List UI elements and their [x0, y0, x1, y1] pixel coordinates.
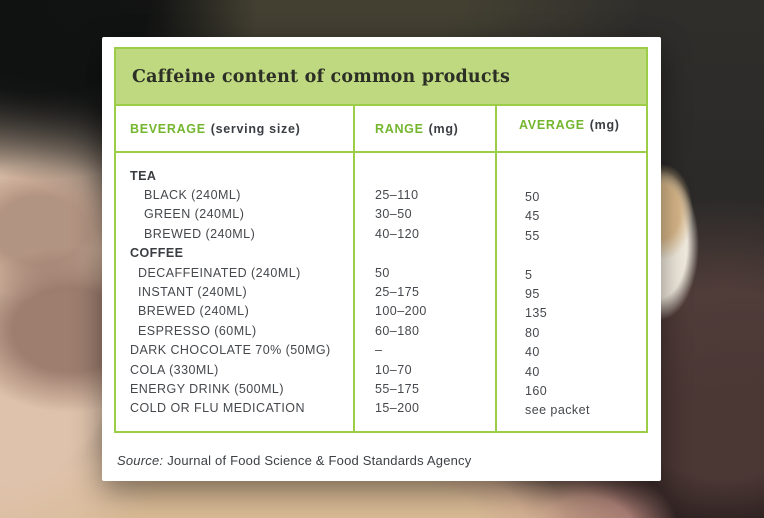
table-row: BLACK (240ML) 25–110 50 — [116, 185, 646, 204]
beverage-cell: DECAFFEINATED (240ML) — [138, 265, 301, 280]
beverage-cell: DARK CHOCOLATE 70% (50MG) — [130, 343, 331, 358]
range-cell: 50 — [375, 265, 390, 280]
average-cell: 5 — [525, 267, 533, 282]
column-header-range: RANGE (mg) — [353, 122, 495, 136]
table-title: Caffeine content of common products — [132, 66, 511, 87]
range-cell: 15–200 — [375, 401, 420, 416]
beverage-cell: COFFEE — [130, 246, 184, 261]
range-cell: 25–175 — [375, 285, 420, 300]
table-row: DARK CHOCOLATE 70% (50MG) – 40 — [116, 341, 646, 360]
average-cell: 40 — [525, 345, 540, 360]
beverage-cell: COLD OR FLU MEDICATION — [130, 401, 305, 416]
table-row: GREEN (240ML) 30–50 45 — [116, 205, 646, 224]
column-divider-1 — [353, 106, 355, 431]
range-cell: 40–120 — [375, 226, 420, 241]
average-cell: 45 — [525, 209, 540, 224]
range-cell: 60–180 — [375, 323, 420, 338]
average-cell: see packet — [525, 403, 590, 418]
table-title-bar: Caffeine content of common products — [116, 49, 646, 106]
column-header-range-unit: (mg) — [428, 121, 459, 136]
table-header-row: BEVERAGE (serving size) RANGE (mg) AVERAGE… — [116, 106, 646, 153]
table-row: COFFEE — [116, 244, 646, 263]
column-header-beverage-unit: (serving size) — [210, 121, 301, 136]
column-header-range-label: RANGE — [375, 121, 424, 136]
average-cell: 80 — [525, 325, 540, 340]
average-cell: 50 — [525, 190, 540, 205]
range-cell: 100–200 — [375, 304, 427, 319]
table-row: DECAFFEINATED (240ML) 50 5 — [116, 263, 646, 282]
table-row: BREWED (240ML) 40–120 55 — [116, 224, 646, 243]
column-header-average-label: AVERAGE — [519, 117, 585, 132]
beverage-cell: GREEN (240ML) — [144, 207, 245, 222]
table-body: TEA BLACK (240ML) 25–110 50 GREEN (240ML… — [116, 153, 646, 418]
source-label: Source: — [117, 453, 164, 468]
range-cell: – — [375, 343, 383, 358]
beverage-cell: BREWED (240ML) — [138, 304, 250, 319]
table-row: BREWED (240ML) 100–200 135 — [116, 302, 646, 321]
table-row: INSTANT (240ML) 25–175 95 — [116, 282, 646, 301]
beverage-cell: BREWED (240ML) — [144, 226, 256, 241]
average-cell: 160 — [525, 383, 548, 398]
range-cell: 10–70 — [375, 362, 413, 377]
table-card: Caffeine content of common products BEVE… — [102, 37, 661, 481]
average-cell: 135 — [525, 306, 548, 321]
column-header-beverage-label: BEVERAGE — [130, 121, 206, 136]
table-row: ESPRESSO (60ML) 60–180 80 — [116, 321, 646, 340]
average-cell: 40 — [525, 364, 540, 379]
source-note: Source: Journal of Food Science & Food St… — [117, 453, 471, 468]
column-divider-2 — [495, 106, 497, 431]
table-row: ENERGY DRINK (500ML) 55–175 160 — [116, 379, 646, 398]
table-row: COLA (330ML) 10–70 40 — [116, 360, 646, 379]
column-header-average: AVERAGE (mg) — [495, 118, 646, 132]
caffeine-table: Caffeine content of common products BEVE… — [114, 47, 648, 433]
beverage-cell: ESPRESSO (60ML) — [138, 323, 257, 338]
table-row: TEA — [116, 166, 646, 185]
range-cell: 30–50 — [375, 207, 413, 222]
average-cell: 55 — [525, 228, 540, 243]
range-cell: 55–175 — [375, 381, 420, 396]
column-header-beverage: BEVERAGE (serving size) — [116, 122, 353, 136]
source-text: Journal of Food Science & Food Standards… — [167, 453, 472, 468]
range-cell: 25–110 — [375, 188, 419, 203]
beverage-cell: INSTANT (240ML) — [138, 285, 248, 300]
beverage-cell: ENERGY DRINK (500ML) — [130, 381, 284, 396]
column-header-average-unit: (mg) — [589, 117, 620, 132]
beverage-cell: COLA (330ML) — [130, 362, 219, 377]
beverage-cell: BLACK (240ML) — [144, 188, 241, 203]
average-cell: 95 — [525, 287, 540, 302]
beverage-cell: TEA — [130, 168, 157, 183]
table-row: COLD OR FLU MEDICATION 15–200 see packet — [116, 399, 646, 418]
